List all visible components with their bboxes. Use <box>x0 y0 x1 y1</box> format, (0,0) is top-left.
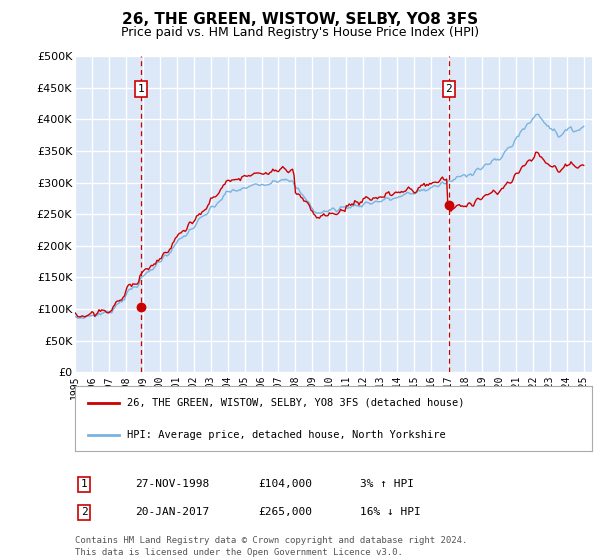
Text: 16% ↓ HPI: 16% ↓ HPI <box>360 507 421 517</box>
Point <box>136 302 146 311</box>
Text: Contains HM Land Registry data © Crown copyright and database right 2024.
This d: Contains HM Land Registry data © Crown c… <box>75 536 467 557</box>
Point <box>444 200 454 209</box>
Text: 2: 2 <box>446 84 452 94</box>
Text: 1: 1 <box>80 479 88 489</box>
Text: 27-NOV-1998: 27-NOV-1998 <box>135 479 209 489</box>
Text: 26, THE GREEN, WISTOW, SELBY, YO8 3FS: 26, THE GREEN, WISTOW, SELBY, YO8 3FS <box>122 12 478 27</box>
Text: 26, THE GREEN, WISTOW, SELBY, YO8 3FS (detached house): 26, THE GREEN, WISTOW, SELBY, YO8 3FS (d… <box>127 398 464 408</box>
Text: 3% ↑ HPI: 3% ↑ HPI <box>360 479 414 489</box>
Text: 1: 1 <box>138 84 145 94</box>
Text: 2: 2 <box>80 507 88 517</box>
Text: £265,000: £265,000 <box>258 507 312 517</box>
Text: HPI: Average price, detached house, North Yorkshire: HPI: Average price, detached house, Nort… <box>127 430 445 440</box>
Text: Price paid vs. HM Land Registry's House Price Index (HPI): Price paid vs. HM Land Registry's House … <box>121 26 479 39</box>
Text: 20-JAN-2017: 20-JAN-2017 <box>135 507 209 517</box>
Text: £104,000: £104,000 <box>258 479 312 489</box>
